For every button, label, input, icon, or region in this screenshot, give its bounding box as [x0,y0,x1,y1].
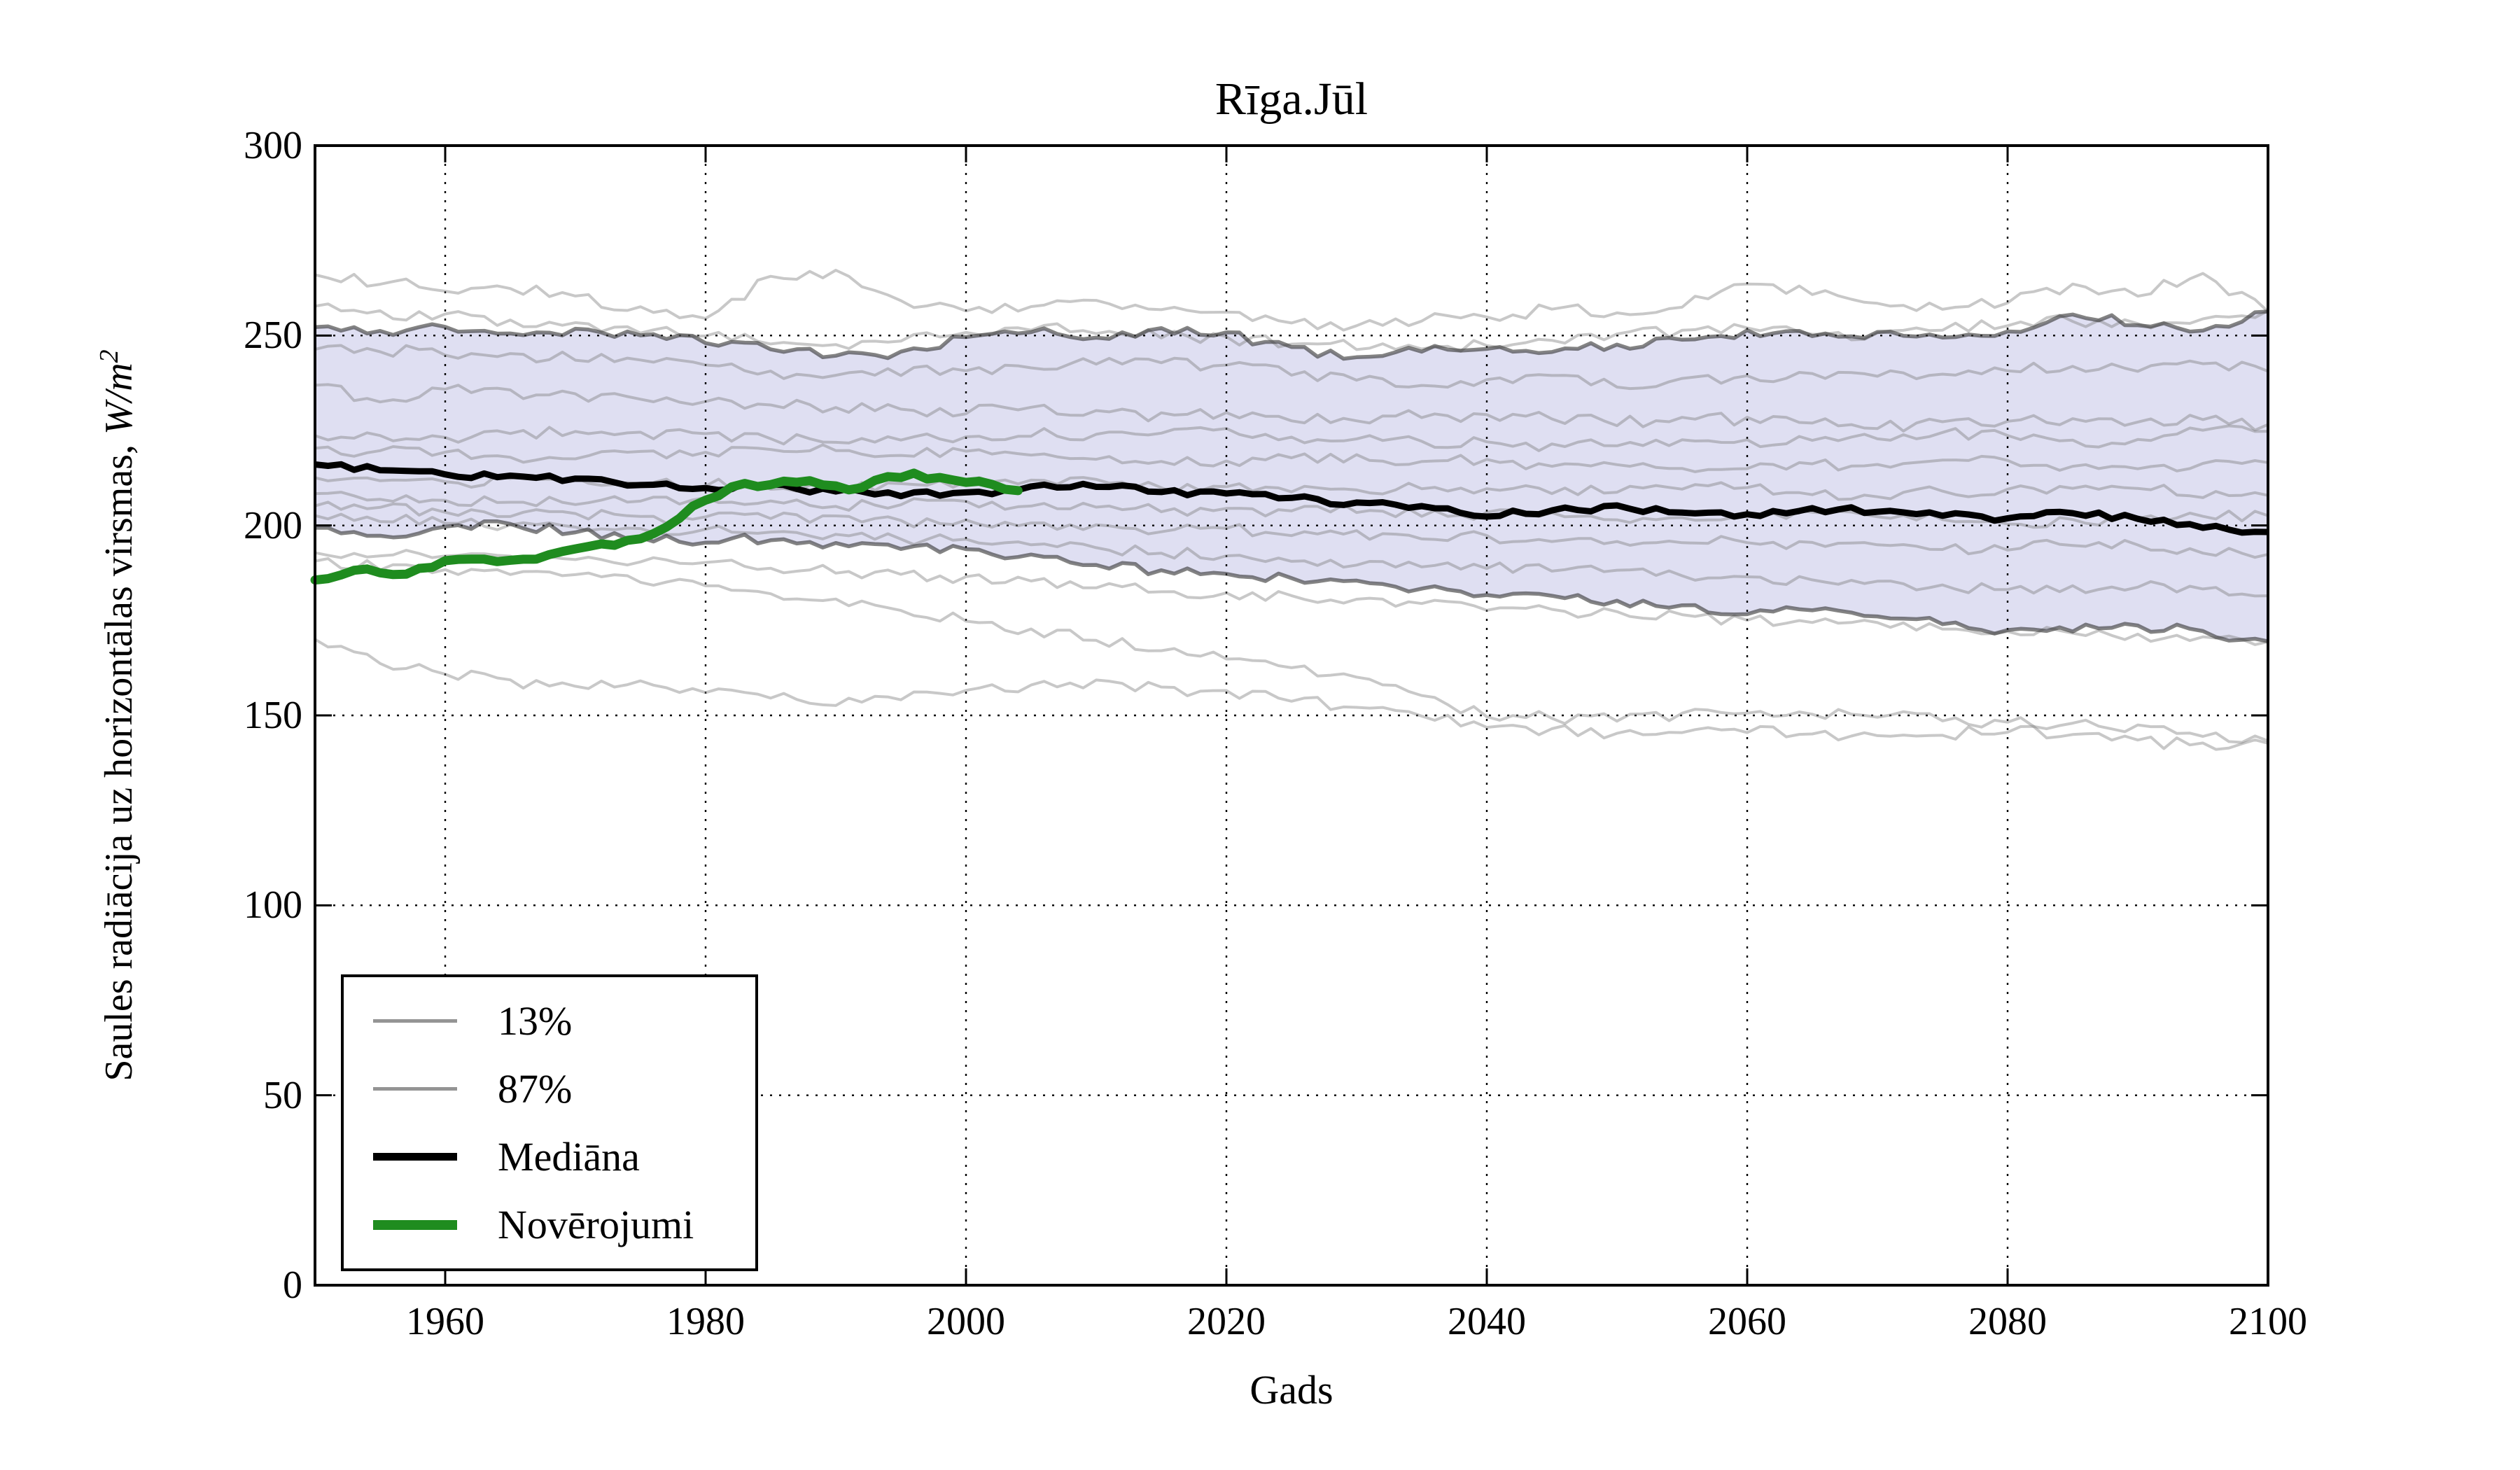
line-mediana [314,461,2269,536]
legend-line-sample [373,1019,457,1023]
legend-label: 13% [498,998,573,1044]
y-tick-label-200: 200 [244,503,302,547]
line-ensemble-12 [314,557,2269,744]
legend-line-sample [373,1219,457,1230]
y-tick-label-50: 50 [263,1073,302,1117]
line-ensemble-13 [314,638,2269,751]
x-tick-label-1980: 1980 [666,1300,745,1343]
legend-item-1: 87% [373,1065,755,1112]
y-tick-label-150: 150 [244,694,302,737]
line-ensemble-05 [314,424,2269,452]
x-tick-label-2060: 2060 [1708,1300,1786,1343]
percentile-band [315,312,2268,642]
legend-line-sample [373,1087,457,1091]
legend-item-3: Novērojumi [373,1201,755,1248]
x-tick-label-2020: 2020 [1187,1300,1266,1343]
line-ensemble-03 [314,344,2269,391]
line-87-percent [314,309,2269,361]
line-ensemble-06 [314,443,2269,473]
x-tick-label-2000: 2000 [927,1300,1005,1343]
line-noverojumi [310,468,1023,585]
y-tick-label-250: 250 [244,314,302,358]
line-ensemble-02 [314,302,2269,353]
line-ensemble-01 [314,269,2269,332]
legend-label: 87% [498,1066,573,1112]
legend-line-sample [373,1153,457,1161]
line-ensemble-10 [314,512,2269,598]
legend-label: Mediāna [498,1134,640,1180]
legend-box: 13% 87% Mediāna Novērojumi [341,974,758,1271]
y-tick-label-100: 100 [244,883,302,927]
y-axis-label: Saules radiācija uz horizontālas virsmas… [94,349,141,1081]
legend-item-2: Mediāna [373,1133,755,1180]
x-tick-label-1960: 1960 [406,1300,484,1343]
line-ensemble-11 [314,549,2269,646]
y-axis-label-text: Saules radiācija uz horizontālas virsmas… [97,434,141,1082]
y-tick-label-0: 0 [283,1264,302,1307]
x-tick-label-2040: 2040 [1448,1300,1526,1343]
x-tick-label-2100: 2100 [2229,1300,2307,1343]
y-axis-unit: W/m [97,363,141,435]
legend-label: Novērojumi [498,1202,694,1247]
line-ensemble-04 [314,383,2269,433]
x-axis-label: Gads [1250,1367,1334,1413]
line-ensemble-08 [314,491,2269,529]
chart-title: Rīga.Jūl [1214,74,1368,125]
x-tick-label-2080: 2080 [1968,1300,2047,1343]
y-axis-unit-exponent: 2 [94,349,125,363]
line-ensemble-09 [314,500,2269,559]
legend-item-0: 13% [373,997,755,1044]
y-tick-label-300: 300 [244,124,302,167]
